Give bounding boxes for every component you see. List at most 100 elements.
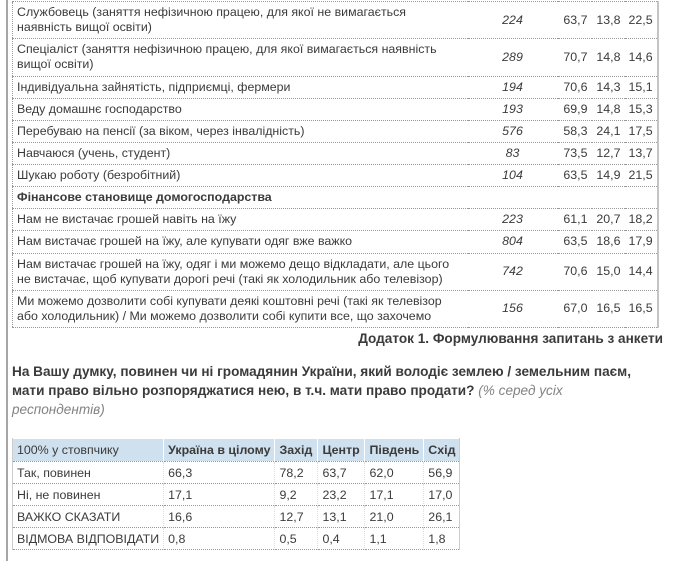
- table-row: Шукаю роботу (безробітний) 104 63,5 14,9…: [12, 163, 658, 187]
- row-count: 576: [467, 119, 558, 143]
- value-east: 17,0: [423, 483, 460, 506]
- row-count: 804: [467, 230, 558, 253]
- row-count: 224: [467, 0, 558, 39]
- row-pct-3: 17,9: [624, 230, 658, 253]
- row-pct-1: 70,6: [557, 75, 592, 99]
- row-count: 83: [467, 141, 558, 165]
- row-pct-2: 14,8: [591, 38, 625, 76]
- table-row: Перебуваю на пенсії (за віком, через інв…: [12, 119, 658, 143]
- row-pct-3: 16,5: [624, 289, 658, 329]
- question-paragraph: На Вашу думку, повинен чи ні громадянин …: [12, 363, 658, 419]
- value-west: 0,5: [274, 527, 318, 550]
- value-south: 1,1: [364, 527, 424, 550]
- value-south: 21,0: [364, 505, 424, 528]
- row-pct-1: 61,1: [557, 208, 592, 231]
- table-row: Спеціаліст (заняття нефізичною працею, д…: [12, 38, 658, 76]
- value-west: 12,7: [274, 505, 318, 528]
- col-header-center: Центр: [317, 438, 365, 462]
- row-pct-1: 58,3: [557, 119, 592, 143]
- col-header-base: 100% у стовпчику: [12, 438, 164, 462]
- row-label: Нам вистачає грошей на їжу, одяг і ми мо…: [12, 252, 468, 291]
- row-pct-3: 21,5: [624, 163, 658, 187]
- row-count: 156: [467, 289, 558, 329]
- col-header-east: Схід: [423, 438, 460, 462]
- table-row: Службовець (заняття нефізичною працею, д…: [12, 0, 658, 39]
- value-center: 63,7: [317, 461, 365, 484]
- table-row: Веду домашнє господарство 193 69,9 14,8 …: [12, 97, 658, 121]
- table-row: Так, повинен 66,3 78,2 63,7 62,0 56,9: [12, 461, 460, 484]
- answer-label: Так, повинен: [12, 461, 164, 484]
- table-row: Ні, не повинен 17,1 9,2 23,2 17,1 17,0: [12, 483, 460, 506]
- question-text: На Вашу думку, повинен чи ні громадянин …: [12, 364, 631, 398]
- row-label: Ми можемо дозволити собі купувати деякі …: [12, 289, 468, 329]
- row-count: 223: [467, 208, 558, 231]
- row-pct-2: 24,1: [591, 119, 625, 143]
- row-pct-1: 70,7: [557, 38, 592, 76]
- row-pct-2: 14,3: [591, 75, 625, 99]
- row-pct-2: 15,0: [591, 252, 625, 291]
- value-center: 13,1: [317, 505, 365, 528]
- section-header-row: Фінансове становище домогосподарства: [12, 186, 658, 209]
- results-by-region-table: 100% у стовпчику Україна в цілому Захід …: [12, 438, 461, 550]
- row-pct-2: 18,6: [591, 230, 625, 253]
- answer-label: ВІДМОВА ВІДПОВІДАТИ: [12, 527, 164, 550]
- section-title: Фінансове становище домогосподарства: [12, 186, 658, 209]
- row-count: 289: [467, 38, 558, 76]
- row-pct-1: 73,5: [557, 141, 592, 165]
- col-header-ukraine: Україна в цілому: [163, 438, 275, 462]
- row-label: Службовець (заняття нефізичною працею, д…: [12, 0, 468, 39]
- row-pct-3: 22,5: [624, 0, 658, 39]
- value-ukraine: 16,6: [163, 505, 275, 528]
- row-count: 104: [467, 163, 558, 187]
- value-ukraine: 66,3: [163, 461, 275, 484]
- row-pct-1: 63,5: [557, 163, 592, 187]
- table-row: Навчаюся (учень, студент) 83 73,5 12,7 1…: [12, 141, 658, 165]
- row-pct-1: 63,5: [557, 230, 592, 253]
- value-west: 78,2: [274, 461, 318, 484]
- table-row: Нам вистачає грошей на їжу, але купувати…: [12, 230, 658, 253]
- row-pct-2: 13,8: [591, 0, 625, 39]
- row-pct-2: 14,8: [591, 97, 625, 121]
- row-label: Нам не вистачає грошей навіть на їжу: [12, 208, 468, 231]
- value-center: 23,2: [317, 483, 365, 506]
- table-row: Нам вистачає грошей на їжу, одяг і ми мо…: [12, 252, 658, 291]
- col-header-west: Захід: [274, 438, 318, 462]
- row-pct-1: 67,0: [557, 289, 592, 329]
- row-pct-3: 18,2: [624, 208, 658, 231]
- table-row: Індивідуальна зайнятість, підприємці, фе…: [12, 75, 658, 99]
- row-pct-3: 17,5: [624, 119, 658, 143]
- row-label: Нам вистачає грошей на їжу, але купувати…: [12, 230, 468, 253]
- answer-label: Ні, не повинен: [12, 483, 164, 506]
- question-note: (% серед усіх респондентів): [12, 382, 563, 417]
- row-label: Навчаюся (учень, студент): [12, 141, 468, 165]
- row-pct-2: 14,9: [591, 163, 625, 187]
- answer-label: ВАЖКО СКАЗАТИ: [12, 505, 164, 528]
- page-left-border: [6, 0, 8, 561]
- row-label: Перебуваю на пенсії (за віком, через інв…: [12, 119, 468, 143]
- row-label: Індивідуальна зайнятість, підприємці, фе…: [12, 75, 468, 99]
- row-pct-3: 15,1: [624, 75, 658, 99]
- row-pct-3: 13,7: [624, 141, 658, 165]
- row-pct-1: 70,6: [557, 252, 592, 291]
- value-east: 56,9: [423, 461, 460, 484]
- table-row: ВАЖКО СКАЗАТИ 16,6 12,7 13,1 21,0 26,1: [12, 505, 460, 528]
- row-pct-1: 63,7: [557, 0, 592, 39]
- table-row: Нам не вистачає грошей навіть на їжу 223…: [12, 208, 658, 231]
- row-pct-3: 14,4: [624, 252, 658, 291]
- value-south: 17,1: [364, 483, 424, 506]
- row-count: 742: [467, 252, 558, 291]
- results-header-row: 100% у стовпчику Україна в цілому Захід …: [12, 438, 460, 462]
- table-row: ВІДМОВА ВІДПОВІДАТИ 0,8 0,5 0,4 1,1 1,8: [12, 527, 460, 550]
- value-center: 0,4: [317, 527, 365, 550]
- appendix-heading: Додаток 1. Формулювання запитань з анкет…: [358, 331, 663, 346]
- row-pct-1: 69,9: [557, 97, 592, 121]
- row-count: 193: [467, 97, 558, 121]
- value-east: 26,1: [423, 505, 460, 528]
- row-pct-2: 16,5: [591, 289, 625, 329]
- col-header-south: Південь: [364, 438, 424, 462]
- row-pct-2: 20,7: [591, 208, 625, 231]
- table-row: Ми можемо дозволити собі купувати деякі …: [12, 289, 658, 329]
- row-pct-2: 12,7: [591, 141, 625, 165]
- value-ukraine: 17,1: [163, 483, 275, 506]
